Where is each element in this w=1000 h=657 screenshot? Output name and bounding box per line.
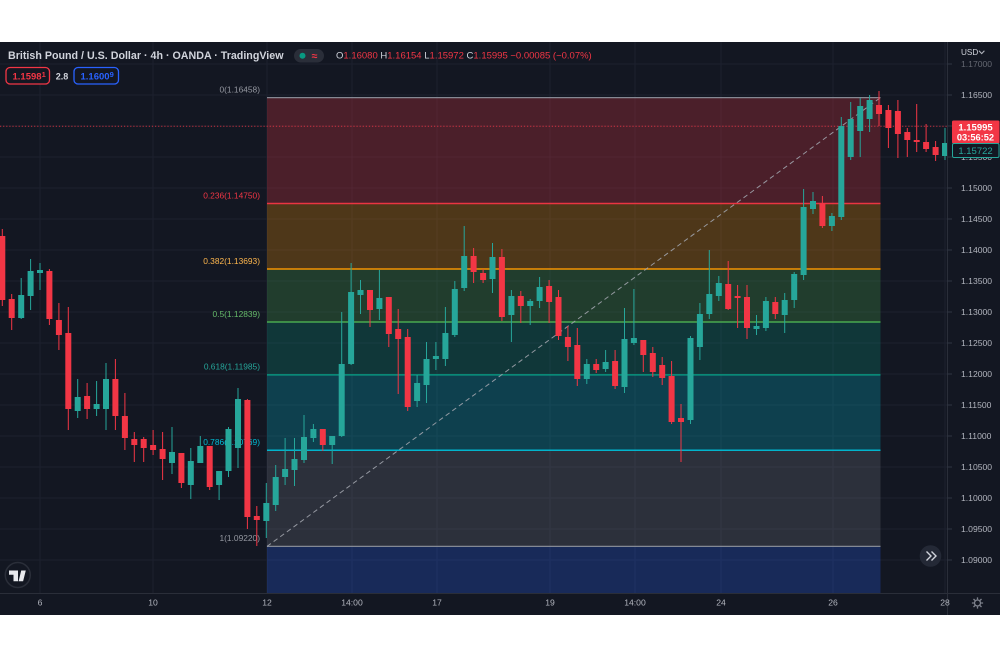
svg-text:19: 19 — [545, 598, 555, 608]
svg-text:14:00: 14:00 — [341, 598, 363, 608]
svg-text:1.11000: 1.11000 — [961, 431, 992, 441]
svg-text:6: 6 — [38, 598, 43, 608]
svg-text:1(1.09220): 1(1.09220) — [219, 533, 260, 543]
svg-text:1.15995: 1.15995 — [958, 123, 993, 134]
svg-text:17: 17 — [432, 598, 442, 608]
svg-text:British Pound / U.S. Dollar ·: British Pound / U.S. Dollar · 4h · OANDA… — [8, 50, 284, 62]
svg-text:26: 26 — [828, 598, 838, 608]
svg-text:28: 28 — [940, 598, 950, 608]
svg-text:1.14500: 1.14500 — [961, 214, 992, 224]
svg-text:0.786(1.10769): 0.786(1.10769) — [203, 437, 260, 447]
svg-text:USD: USD — [961, 48, 978, 57]
svg-text:O1.16080 H1.16154 L1.15972 C1.: O1.16080 H1.16154 L1.15972 C1.15995 −0.0… — [336, 51, 592, 62]
svg-text:1.11500: 1.11500 — [961, 400, 992, 410]
svg-text:1.13500: 1.13500 — [961, 276, 992, 286]
svg-text:12: 12 — [262, 598, 272, 608]
svg-text:1.17000: 1.17000 — [961, 59, 992, 69]
svg-text:14:00: 14:00 — [624, 598, 646, 608]
svg-text:1.10000: 1.10000 — [961, 493, 992, 503]
svg-text:1.09500: 1.09500 — [961, 524, 992, 534]
svg-text:0.236(1.14750): 0.236(1.14750) — [203, 190, 260, 200]
svg-text:1.16009: 1.16009 — [81, 70, 114, 83]
svg-text:1.15722: 1.15722 — [958, 146, 992, 157]
svg-text:24: 24 — [716, 598, 726, 608]
svg-text:1.14000: 1.14000 — [961, 245, 992, 255]
svg-text:2.8: 2.8 — [56, 72, 69, 82]
svg-text:1.16500: 1.16500 — [961, 90, 992, 100]
svg-text:1.15000: 1.15000 — [961, 183, 992, 193]
svg-text:1.09000: 1.09000 — [961, 555, 992, 565]
svg-text:10: 10 — [148, 598, 158, 608]
svg-text:1.12000: 1.12000 — [961, 369, 992, 379]
svg-text:0(1.16458): 0(1.16458) — [219, 84, 260, 94]
svg-text:≈: ≈ — [312, 50, 318, 62]
svg-text:1.15981: 1.15981 — [13, 70, 46, 83]
svg-text:03:56:52: 03:56:52 — [957, 133, 994, 143]
svg-text:0.5(1.12839): 0.5(1.12839) — [213, 309, 261, 319]
svg-text:0.382(1.13693): 0.382(1.13693) — [203, 256, 260, 266]
svg-text:1.12500: 1.12500 — [961, 338, 992, 348]
svg-text:0.618(1.11985): 0.618(1.11985) — [204, 362, 260, 372]
svg-text:1.13000: 1.13000 — [961, 307, 992, 317]
svg-text:1.10500: 1.10500 — [961, 462, 992, 472]
